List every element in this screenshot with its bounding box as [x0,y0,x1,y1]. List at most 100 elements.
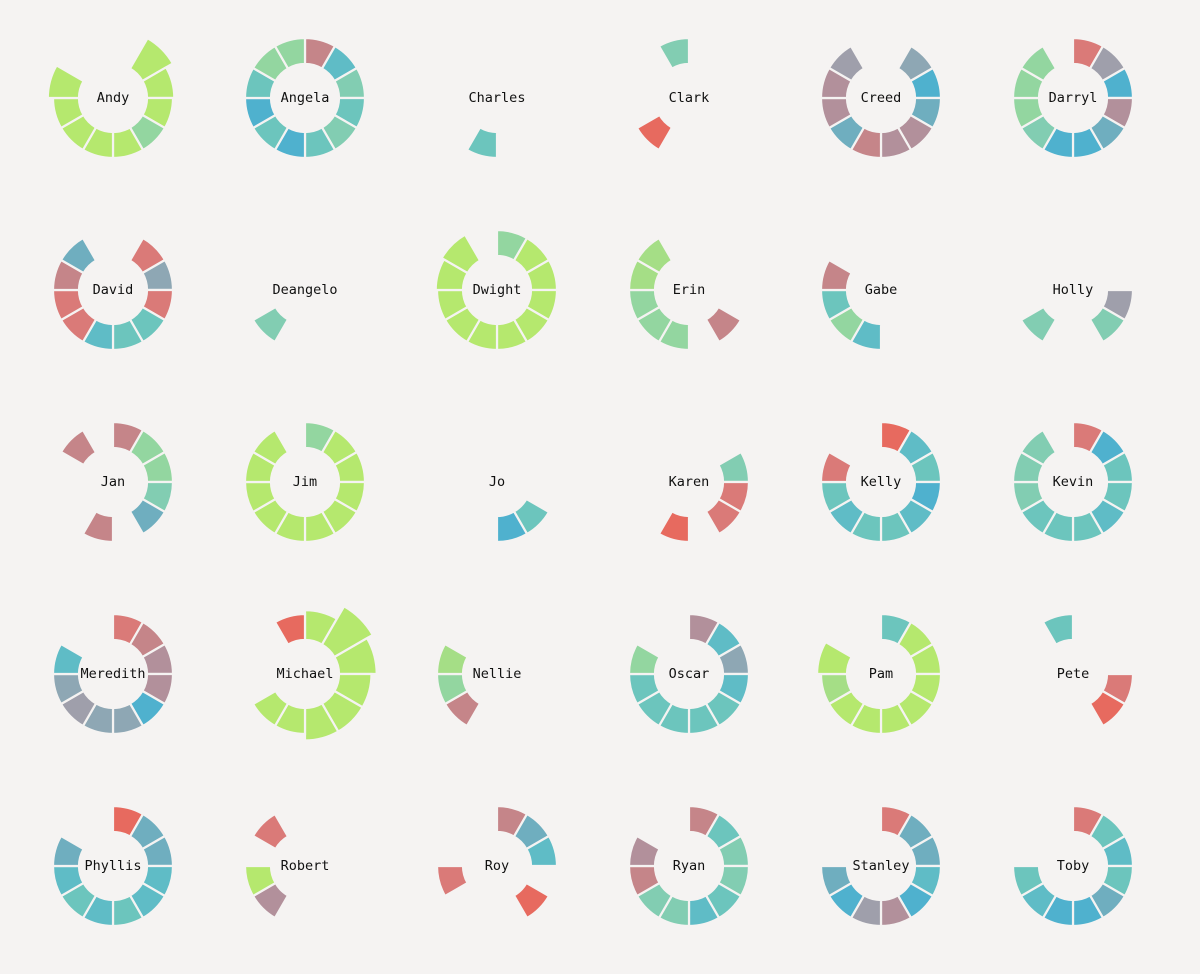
radial-chart-phyllis: Phyllis [51,804,175,928]
segment-clark-11 [657,36,691,71]
name-label-jim: Jim [293,474,317,490]
name-label-angela: Angela [281,90,330,106]
radial-chart-creed: Creed [819,44,943,160]
name-label-toby: Toby [1057,858,1090,874]
segment-clark-7 [635,113,674,152]
name-label-pam: Pam [869,666,893,682]
name-label-clark: Clark [669,90,710,106]
segment-holly-4 [1088,305,1127,344]
radial-chart-stanley: Stanley [819,804,943,928]
name-label-ryan: Ryan [673,858,706,874]
radial-chart-michael: Michael [251,604,378,742]
radial-chart-jan: Jan [59,420,175,544]
name-label-gabe: Gabe [865,282,898,298]
segment-jan-6 [81,509,115,544]
segment-pam-9 [815,640,854,676]
segment-angela-11 [273,36,307,71]
segment-creed-10 [827,44,866,83]
radial-chart-deangelo: Deangelo [251,282,338,344]
name-label-jan: Jan [101,474,125,490]
radial-chart-jo: Jo [489,474,551,544]
segment-jim-10 [251,428,290,467]
segment-pete-11 [1041,612,1075,647]
name-label-roy: Roy [485,858,509,874]
segment-charles-6 [465,125,499,160]
name-label-kelly: Kelly [861,474,902,490]
radial-chart-erin: Erin [627,236,743,352]
segment-darryl-10 [1019,44,1058,83]
segment-jan-10 [59,428,98,467]
radial-chart-andy: Andy [46,36,176,160]
segment-ryan-9 [627,834,662,868]
segment-stanley-8 [819,864,854,898]
name-label-dwight: Dwight [473,282,522,298]
segment-nellie-9 [435,642,470,676]
charts-layer: Andy Angela Charles Clark Creed Darryl David De… [46,36,1135,928]
name-label-robert: Robert [281,858,330,874]
segment-roy-8 [435,864,470,898]
name-label-meredith: Meredith [80,666,145,682]
radial-chart-kelly: Kelly [819,420,943,544]
radial-chart-dwight: Dwight [434,228,559,352]
name-label-michael: Michael [277,666,334,682]
name-label-nellie: Nellie [473,666,522,682]
name-label-erin: Erin [673,282,706,298]
radial-chart-jim: Jim [243,420,367,544]
segment-roy-4 [512,881,551,920]
name-label-deangelo: Deangelo [272,282,337,298]
segment-andy-9 [46,63,86,100]
segment-karen-4 [704,497,743,536]
name-label-charles: Charles [469,90,526,106]
radial-chart-roy: Roy [435,804,559,920]
segment-michael-1 [320,604,375,659]
segment-kevin-10 [1019,428,1058,467]
segment-david-10 [59,236,98,275]
segment-gabe-9 [819,258,854,292]
radial-chart-oscar: Oscar [627,612,751,736]
radial-chart-karen: Karen [657,450,751,544]
name-label-david: David [93,282,134,298]
segment-robert-10 [251,812,290,851]
radial-chart-holly: Holly [1019,282,1135,344]
name-label-darryl: Darryl [1049,90,1098,106]
name-label-pete: Pete [1057,666,1090,682]
segment-phyllis-9 [51,834,86,868]
segment-kelly-9 [819,450,854,484]
radial-chart-charles: Charles [465,90,526,160]
radial-chart-toby: Toby [1011,804,1135,928]
name-label-oscar: Oscar [669,666,710,682]
segment-robert-8 [243,864,278,898]
segment-roy-2 [524,834,559,868]
radial-chart-clark: Clark [635,36,710,152]
segment-holly-7 [1019,305,1058,344]
segment-erin-10 [635,236,674,275]
segment-dwight-10 [440,233,482,275]
segment-deangelo-7 [251,305,290,344]
segment-toby-8 [1011,864,1046,898]
name-label-stanley: Stanley [853,858,910,874]
segment-jo-5 [495,509,529,544]
name-label-kevin: Kevin [1053,474,1094,490]
radial-chart-pete: Pete [1041,612,1135,728]
radial-chart-angela: Angela [243,36,367,160]
radial-chart-david: David [51,236,175,352]
radial-chart-gabe: Gabe [819,258,898,352]
name-label-andy: Andy [97,90,130,106]
segment-jan-4 [128,497,167,536]
segment-michael-2 [332,636,378,676]
segment-michael-7 [251,689,290,728]
radial-chart-kevin: Kevin [1011,420,1135,544]
name-label-holly: Holly [1053,282,1094,298]
radial-chart-robert: Robert [243,812,330,920]
segment-oscar-9 [627,642,662,676]
name-label-creed: Creed [861,90,902,106]
radial-chart-meredith: Meredith [51,612,175,736]
name-label-jo: Jo [489,474,505,490]
radial-chart-darryl: Darryl [1011,36,1135,160]
radial-chart-pam: Pam [815,612,943,736]
segment-andy-1 [128,36,175,83]
segment-meredith-9 [51,642,86,676]
segment-erin-4 [704,305,743,344]
